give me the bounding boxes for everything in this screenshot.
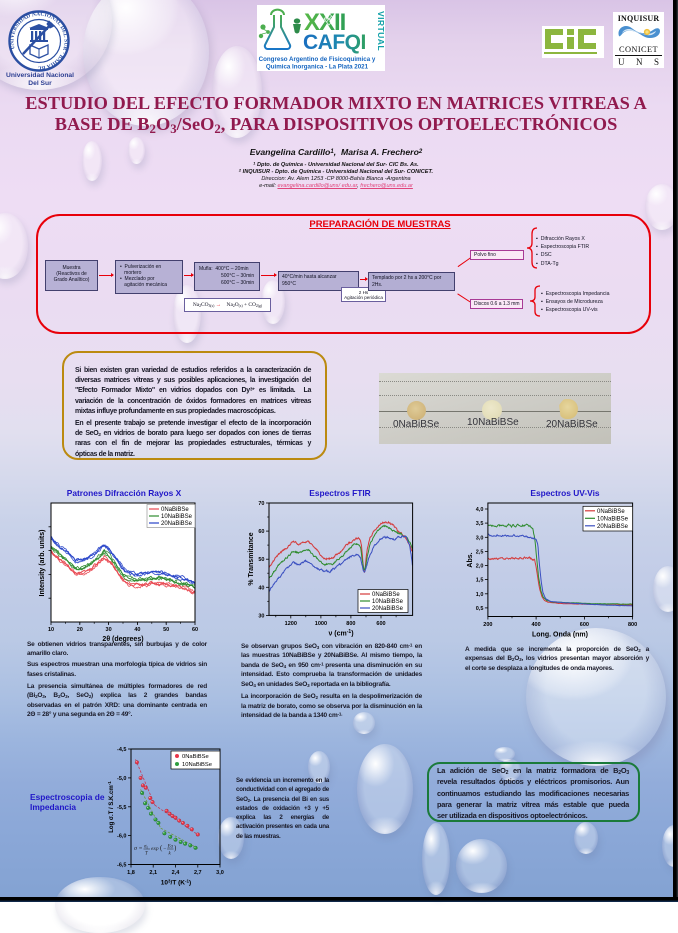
svg-text:2,4: 2,4 (172, 870, 181, 876)
svg-text:T: T (145, 852, 149, 857)
svg-text:(: ( (160, 844, 163, 852)
svg-text:Log σ.T / S.K.cm-1: Log σ.T / S.K.cm-1 (107, 781, 115, 833)
svg-text:600: 600 (376, 621, 385, 627)
svg-text:0,5: 0,5 (476, 606, 484, 612)
svg-text:1,8: 1,8 (127, 870, 135, 876)
svg-text:Ea: Ea (167, 845, 174, 850)
svg-text:CAFQI: CAFQI (303, 31, 366, 54)
svg-text:40: 40 (258, 585, 264, 591)
svg-text:10: 10 (48, 627, 54, 633)
svg-text:60: 60 (258, 529, 264, 535)
svg-text:30: 30 (258, 613, 264, 619)
svg-text:40: 40 (134, 627, 140, 633)
svg-text:20NaBiBSe: 20NaBiBSe (597, 524, 629, 530)
svg-text:1200: 1200 (285, 621, 297, 627)
svg-text:σ =: σ = (134, 846, 143, 852)
svg-text:10NaBiBSe: 10NaBiBSe (597, 517, 629, 523)
svg-text:0NaBiBSe: 0NaBiBSe (372, 592, 400, 598)
svg-text:exp: exp (151, 846, 159, 852)
svg-text:Intensity (arb. units): Intensity (arb. units) (39, 530, 46, 597)
svg-text:2,0: 2,0 (476, 564, 484, 570)
svg-text:1,5: 1,5 (476, 578, 484, 584)
svg-text:k: k (169, 852, 172, 857)
svg-text:% Transmitance: % Transmitance (248, 532, 255, 585)
svg-text:2,1: 2,1 (149, 870, 157, 876)
svg-text:20: 20 (77, 627, 83, 633)
svg-text:-4,5: -4,5 (117, 747, 126, 753)
svg-text:10NaBiBSe: 10NaBiBSe (161, 514, 193, 520)
svg-text:3,0: 3,0 (476, 535, 484, 541)
svg-text:20NaBiBSe: 20NaBiBSe (372, 606, 404, 612)
svg-text:1000: 1000 (315, 621, 327, 627)
svg-text:50: 50 (258, 557, 264, 563)
svg-text:800: 800 (346, 621, 355, 627)
svg-text:2,5: 2,5 (476, 549, 484, 555)
svg-text:3,0: 3,0 (216, 870, 224, 876)
svg-text:0NaBiBSe: 0NaBiBSe (161, 507, 189, 513)
svg-text:50: 50 (163, 627, 169, 633)
svg-text:60: 60 (192, 627, 198, 633)
svg-text:200: 200 (483, 622, 492, 628)
svg-text:2,7: 2,7 (194, 870, 202, 876)
svg-text:XXII: XXII (304, 9, 346, 36)
svg-text:0NaBiBSe: 0NaBiBSe (597, 509, 625, 515)
svg-text:103/T (K-1): 103/T (K-1) (161, 879, 191, 887)
svg-text:2θ (degrees): 2θ (degrees) (102, 636, 143, 643)
svg-text:600: 600 (580, 622, 589, 628)
svg-text:0NaBiBSe: 0NaBiBSe (182, 754, 209, 760)
svg-text:1,0: 1,0 (476, 592, 484, 598)
svg-text:Congreso Argentino de Fisicoqu: Congreso Argentino de Fisicoquimica y (259, 56, 376, 63)
svg-text:-6,0: -6,0 (117, 834, 126, 840)
svg-text:20NaBiBSe: 20NaBiBSe (161, 521, 193, 527)
svg-text:10NaBiBSe: 10NaBiBSe (182, 762, 212, 768)
svg-text:Abs.: Abs. (467, 552, 474, 567)
svg-text:-5,5: -5,5 (117, 805, 126, 811)
svg-text:400: 400 (532, 622, 541, 628)
svg-text:-5,0: -5,0 (117, 776, 126, 782)
svg-text:70: 70 (258, 501, 264, 507)
svg-text:VIRTUAL: VIRTUAL (376, 11, 385, 51)
svg-text:10NaBiBSe: 10NaBiBSe (372, 599, 404, 605)
svg-text:σ₀: σ₀ (144, 845, 148, 850)
svg-text:Long. Onda (nm): Long. Onda (nm) (532, 632, 588, 639)
svg-text:): ) (174, 844, 177, 852)
svg-text:-6,5: -6,5 (117, 863, 126, 869)
svg-text:ν (cm-1): ν (cm-1) (328, 629, 353, 638)
svg-text:3,5: 3,5 (476, 521, 484, 527)
svg-text:4,0: 4,0 (476, 507, 484, 513)
svg-text:800: 800 (628, 622, 637, 628)
svg-text:Quimica Inorganica - La Plata: Quimica Inorganica - La Plata 2021 (266, 64, 369, 71)
svg-text:−: − (163, 846, 167, 852)
svg-text:30: 30 (106, 627, 112, 633)
